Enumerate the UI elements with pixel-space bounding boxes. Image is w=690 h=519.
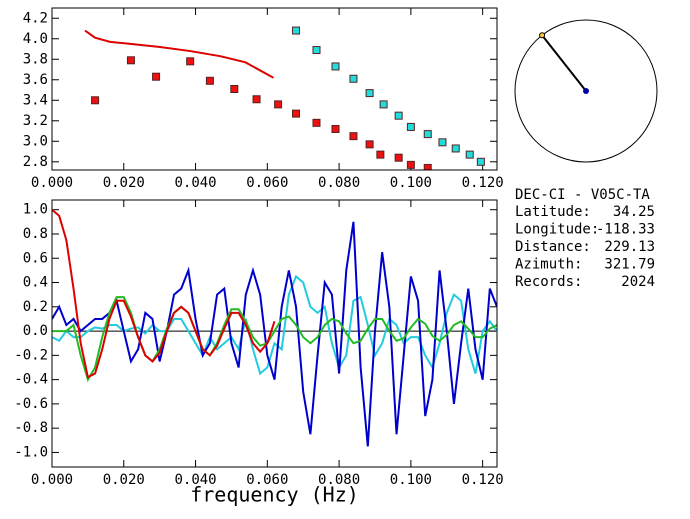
- azimuth-dot: [539, 32, 546, 39]
- data-point: [230, 85, 239, 93]
- data-point: [349, 74, 358, 83]
- y-tick-label: 0.2: [23, 299, 48, 315]
- info-value: -118.33: [596, 222, 655, 238]
- data-point: [394, 153, 403, 162]
- data-point: [451, 144, 460, 153]
- data-line: [52, 221, 497, 447]
- data-point: [406, 122, 415, 131]
- data-point: [423, 163, 432, 170]
- info-label: Longitude:: [515, 222, 599, 238]
- y-tick-label: 3.0: [23, 133, 48, 149]
- data-point: [312, 46, 321, 55]
- data-point: [126, 56, 135, 65]
- data-point: [331, 62, 340, 71]
- x-tick-label: 0.120: [462, 175, 504, 191]
- y-tick-label: 4.2: [23, 10, 48, 26]
- data-point: [349, 132, 358, 141]
- info-value: 34.25: [613, 204, 655, 220]
- y-tick-label: 3.4: [23, 92, 48, 108]
- station-info: Latitude: 34.25 Longitude:-118.33 Distance:…: [515, 204, 655, 290]
- x-tick-label: 0.060: [246, 472, 288, 488]
- data-point: [394, 111, 403, 120]
- y-tick-label: 0.6: [23, 250, 48, 266]
- y-tick-label: -0.6: [14, 396, 48, 412]
- data-point: [292, 26, 301, 35]
- y-tick-label: -1.0: [14, 444, 48, 460]
- plot-frame: [51, 7, 498, 171]
- azimuth-circle: [514, 19, 658, 163]
- x-tick-label: 0.060: [246, 175, 288, 191]
- info-label: Distance:: [515, 239, 591, 255]
- data-point: [365, 89, 374, 98]
- x-tick-label: 0.020: [103, 175, 145, 191]
- y-tick-label: 0.8: [23, 226, 48, 242]
- y-tick-label: 0.0: [23, 323, 48, 339]
- plot-frame: [51, 199, 498, 468]
- x-tick-label: 0.080: [318, 175, 360, 191]
- y-tick-label: 2.8: [23, 154, 48, 170]
- data-line: [52, 296, 497, 383]
- y-tick-label: -0.8: [14, 420, 48, 436]
- info-value: 229.13: [604, 239, 655, 255]
- info-label: Azimuth:: [515, 257, 582, 273]
- station-dot: [583, 88, 589, 94]
- x-tick-label: 0.040: [174, 175, 216, 191]
- y-tick-label: -0.4: [14, 372, 48, 388]
- data-point: [376, 150, 385, 159]
- data-point: [274, 100, 283, 109]
- station-title: DEC-CI - V05C-TA: [515, 187, 650, 203]
- data-point: [476, 157, 485, 166]
- data-point: [205, 76, 214, 85]
- x-tick-label: 0.040: [174, 472, 216, 488]
- y-tick-label: 3.6: [23, 72, 48, 88]
- data-point: [379, 100, 388, 109]
- data-point: [365, 140, 374, 149]
- x-tick-label: 0.120: [462, 472, 504, 488]
- info-value: 321.79: [604, 257, 655, 273]
- x-tick-label: 0.000: [31, 175, 73, 191]
- x-tick-label: 0.080: [318, 472, 360, 488]
- info-value: 2024: [621, 274, 655, 290]
- y-tick-label: 4.0: [23, 31, 48, 47]
- y-tick-label: 0.4: [23, 275, 48, 291]
- data-point: [292, 109, 301, 118]
- x-axis-label: frequency (Hz): [190, 483, 359, 507]
- data-point: [252, 95, 261, 104]
- x-tick-label: 0.100: [390, 472, 432, 488]
- y-tick-label: -0.2: [14, 347, 48, 363]
- data-point: [438, 138, 447, 147]
- y-tick-label: 3.8: [23, 51, 48, 67]
- data-point: [152, 72, 161, 81]
- data-line: [52, 274, 497, 376]
- data-line: [52, 208, 276, 379]
- info-label: Records:: [515, 274, 582, 290]
- x-tick-label: 0.020: [103, 472, 145, 488]
- x-tick-label: 0.000: [31, 472, 73, 488]
- info-label: Latitude:: [515, 204, 591, 220]
- data-point: [465, 150, 474, 159]
- data-point: [186, 57, 195, 66]
- data-point: [331, 124, 340, 133]
- x-tick-label: 0.100: [390, 175, 432, 191]
- y-tick-label: 3.2: [23, 113, 48, 129]
- data-point: [91, 96, 100, 105]
- data-point: [423, 130, 432, 139]
- y-tick-label: 1.0: [23, 202, 48, 218]
- azimuth-line: [541, 34, 587, 92]
- data-line: [84, 29, 274, 79]
- data-point: [312, 118, 321, 127]
- data-point: [406, 160, 415, 169]
